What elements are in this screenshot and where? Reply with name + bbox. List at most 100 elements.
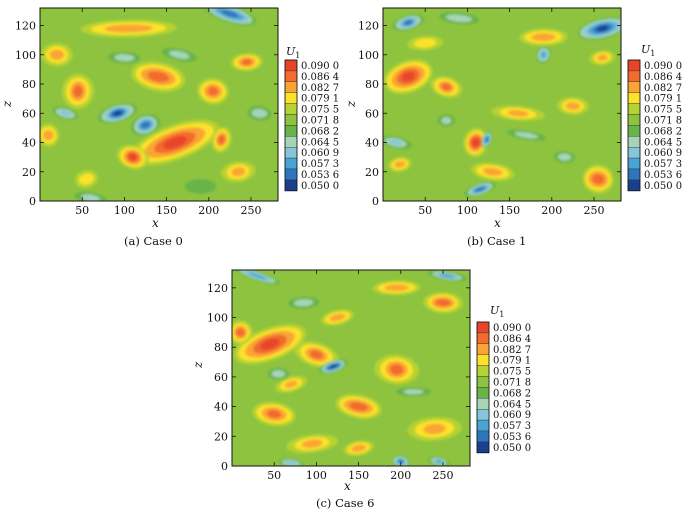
contour-level [441,83,452,91]
contour-level [284,380,298,388]
legend-label: 0.071 8 [644,116,682,127]
x-axis-title: x [494,216,501,230]
legend-label: 0.075 5 [301,105,339,116]
legend-swatch [284,168,298,181]
plot-frame [39,7,279,202]
panel-case-6: 50 100 150 200 250 0 20 40 60 80 100 120 x z (c) Ca… [191,269,531,510]
legend-label: 0.064 5 [301,137,339,148]
plot-frame [231,269,471,467]
contour-feature [211,126,232,153]
legend-label: 0.075 5 [493,367,531,378]
contour-level [301,439,323,448]
legend-swatch [476,354,490,366]
contour-feature [294,341,339,368]
y-tick-label: 60 [214,371,228,384]
y-tick-label: 20 [365,166,379,179]
contour-feature [288,296,320,309]
legend-swatch [476,398,490,410]
y-tick-label: 20 [22,166,36,179]
contour-feature [232,320,253,345]
legend-swatch [627,59,641,72]
contour-feature [427,270,468,282]
legend-swatch [284,136,298,148]
x-tick-label: 50 [267,469,281,482]
legend-label: 0.050 0 [644,181,682,192]
contour-feature [130,119,220,166]
x-tick-label: 250 [583,204,604,217]
legend-label: 0.050 0 [493,443,531,454]
contour-feature [470,162,515,182]
contour-level [43,129,54,141]
contour-feature [61,73,95,109]
legend-swatch [627,146,641,159]
contour-feature [130,114,161,136]
contour-level [349,402,368,412]
contour-level [207,86,219,96]
contour-level [104,24,153,33]
y-axis-title: z [191,361,205,369]
legend-label: 0.053 6 [493,432,531,443]
legend-label: 0.053 6 [301,170,339,181]
contour-feature [343,440,375,456]
contour-level [591,173,605,185]
contour-level [389,139,402,146]
legend-label: 0.079 1 [493,356,531,367]
y-tick-label: 80 [22,78,36,91]
panel-case-0: 50 100 150 200 250 0 20 40 60 80 100 120 x z (a) Ca… [0,7,339,248]
contour-feature [491,105,545,121]
contour-level [184,179,217,194]
contour-level [445,14,473,23]
contour-feature [247,105,272,121]
contour-level [231,167,246,177]
contour-level [485,137,489,143]
contour-feature [374,354,419,385]
contour-feature [383,135,412,150]
contour-level [169,50,190,59]
legend-label: 0.068 2 [644,126,682,137]
legend-swatch [476,409,490,421]
contour-feature [430,76,463,98]
legend-label: 0.064 5 [644,137,682,148]
contour-feature [392,14,425,31]
y-tick-label: 0 [221,460,228,473]
contour-level [294,298,314,307]
legend-swatch [476,365,490,377]
y-tick-label: 40 [214,401,228,414]
contour-level [531,33,556,42]
contour-feature [428,456,450,466]
contour-level [403,389,424,395]
y-tick-label: 0 [372,195,379,208]
contour-feature [233,324,307,365]
legend-label: 0.090 0 [644,61,682,72]
contour-level [541,51,546,58]
legend-swatch [627,92,641,104]
contour-level [248,272,267,280]
contour-feature [463,128,489,157]
contour-level [439,274,455,278]
legend-label: 0.071 8 [493,377,531,388]
contour-level [309,350,324,359]
contour-feature [506,129,547,141]
contour-level [73,85,83,98]
legend: U1 0.090 00.086 40.082 70.079 10.075 50.… [627,43,682,192]
contour-feature [464,181,497,198]
contour-feature [252,401,296,427]
contour-level [423,423,446,435]
legend-label: 0.086 4 [493,334,531,345]
legend-swatch [476,332,490,344]
legend-label: 0.053 6 [644,170,682,181]
legend-title-subscript: 1 [499,310,504,319]
legend-frame [476,321,490,454]
legend-swatch [476,321,490,334]
panel-caption: (c) Case 6 [316,496,374,510]
legend-swatch [284,146,298,159]
contour-feature [80,19,177,38]
legend-swatch [627,136,641,148]
legend-title-subscript: 1 [295,51,300,60]
contour-level [49,49,65,61]
contour-feature [203,8,256,26]
contour-feature [557,97,589,115]
x-tick-label: 50 [75,204,89,217]
legend-swatch [627,157,641,170]
contour-level [435,299,451,307]
